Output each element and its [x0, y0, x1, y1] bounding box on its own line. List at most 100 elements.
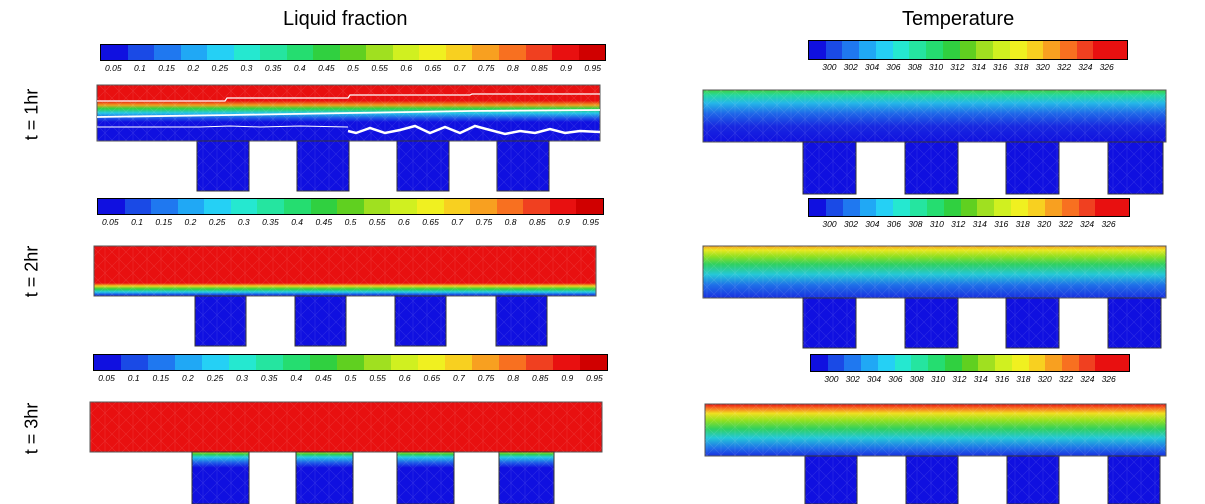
colorbar-segment [978, 355, 996, 371]
colorbar-tick-label: 0.65 [422, 217, 439, 227]
colorbar-segment [498, 45, 526, 60]
colorbar-tick-label: 310 [928, 62, 944, 72]
colorbar-tick-label: 314 [973, 374, 988, 384]
lf-2hr-fin-mesh [496, 296, 547, 346]
colorbar-tick-label: 0.3 [237, 217, 250, 227]
colorbar-segment [809, 199, 826, 216]
colorbar-tick-label: 324 [1078, 62, 1093, 72]
temp-3hr-fin-mesh [1108, 456, 1160, 504]
colorbar-tick-label: 0.2 [187, 63, 200, 73]
colorbar-tick-label: 0.15 [155, 217, 172, 227]
colorbar-segment [911, 355, 929, 371]
temp-2hr-fin-mesh [1006, 298, 1059, 348]
colorbar-segment [391, 355, 418, 370]
colorbar-segment [910, 199, 927, 216]
colorbar-segment [257, 199, 285, 214]
lf-1hr-fin-mesh [297, 141, 349, 191]
temperature-colorbar-1 [808, 40, 1128, 60]
lf-3hr-fin-mesh [397, 452, 454, 504]
temp-3hr-fin-mesh [805, 456, 857, 504]
colorbar-segment [994, 199, 1012, 216]
lf-1hr-interface-lower-left [97, 125, 349, 128]
colorbar-segment [337, 199, 364, 214]
colorbar-tick-label: 0.75 [477, 373, 495, 383]
temp-2hr-channel-mesh [703, 246, 1166, 298]
colorbar-tick-label: 0.95 [582, 217, 599, 227]
colorbar-tick-label: 318 [1016, 374, 1031, 384]
liquid-fraction-title: Liquid fraction [283, 8, 408, 30]
lf-1hr-fin-mesh [197, 141, 249, 191]
temp-3hr-fin-mesh [1007, 456, 1059, 504]
colorbar-tick-label: 0.8 [506, 63, 519, 73]
colorbar-segment [842, 199, 860, 216]
colorbar-segment [859, 199, 877, 216]
colorbar-tick-label: 304 [865, 219, 880, 229]
colorbar-tick-label: 0.5 [347, 63, 359, 73]
temp-1hr-fin-mesh [803, 142, 856, 194]
colorbar-tick-label: 0.15 [152, 373, 170, 383]
colorbar-segment [260, 45, 287, 60]
colorbar-segment [445, 355, 472, 370]
colorbar-tick-label: 0.7 [452, 373, 465, 383]
lf-2hr-fin-mesh [295, 296, 346, 346]
colorbar-segment [861, 355, 878, 371]
colorbar-segment [154, 45, 181, 60]
colorbar-tick-label: 0.05 [102, 217, 119, 227]
colorbar-tick-label: 326 [1101, 219, 1116, 229]
colorbar-tick-label: 300 [824, 374, 839, 384]
colorbar-tick-label: 320 [1037, 374, 1052, 384]
colorbar-segment [523, 199, 550, 214]
colorbar-segment [1028, 355, 1046, 371]
colorbar-segment [960, 199, 978, 216]
colorbar-tick-label: 0.1 [134, 63, 146, 73]
colorbar-tick-label: 0.45 [318, 63, 335, 73]
colorbar-tick-label: 310 [930, 374, 946, 384]
colorbar-tick-label: 302 [843, 62, 858, 72]
colorbar-segment [472, 355, 499, 370]
colorbar-tick-label: 0.45 [315, 217, 333, 227]
colorbar-segment [1093, 41, 1111, 59]
lf-1hr-fin-mesh [497, 141, 549, 191]
colorbar-tick-label: 0.6 [400, 63, 413, 73]
colorbar-segment [576, 199, 603, 214]
colorbar-segment [842, 41, 860, 59]
colorbar-tick-label: 300 [822, 62, 837, 72]
colorbar-segment [204, 199, 231, 214]
colorbar-segment [283, 355, 310, 370]
colorbar-segment [470, 199, 497, 214]
lf-1hr-interface-mid [96, 109, 601, 118]
colorbar-segment [419, 45, 446, 60]
temp-2hr-fin-mesh [905, 298, 958, 348]
colorbar-tick-label: 308 [908, 219, 923, 229]
colorbar-tick-label: 314 [971, 62, 986, 72]
colorbar-segment [313, 45, 340, 60]
colorbar-segment [121, 355, 148, 370]
temp-3hr-channel-mesh [705, 404, 1166, 456]
colorbar-segment [1078, 199, 1096, 216]
colorbar-tick-label: 322 [1056, 62, 1072, 72]
temp-1hr-channel-mesh [703, 90, 1166, 142]
colorbar-segment [1078, 355, 1096, 371]
colorbar-tick-label: 0.25 [208, 217, 226, 227]
colorbar-tick-label: 316 [994, 219, 1009, 229]
colorbar-segment [390, 199, 417, 214]
colorbar-tick-label: 0.15 [158, 63, 175, 73]
colorbar-segment [416, 199, 444, 214]
colorbar-segment [995, 355, 1012, 371]
colorbar-segment [827, 355, 845, 371]
colorbar-segment [959, 41, 977, 59]
colorbar-segment [580, 355, 607, 370]
colorbar-tick-label: 0.5 [344, 373, 357, 383]
colorbar-segment [1062, 355, 1079, 371]
colorbar-tick-label: 0.25 [211, 63, 229, 73]
colorbar-segment [310, 355, 337, 370]
colorbar-segment [892, 41, 910, 59]
colorbar-tick-label: 0.65 [423, 373, 441, 383]
colorbar-segment [1009, 41, 1027, 59]
colorbar-segment [811, 355, 828, 371]
colorbar-tick-label: 308 [907, 62, 922, 72]
colorbar-segment [942, 41, 960, 59]
colorbar-segment [94, 355, 121, 370]
colorbar-tick-label: 0.25 [206, 373, 224, 383]
colorbar-segment [825, 41, 843, 59]
